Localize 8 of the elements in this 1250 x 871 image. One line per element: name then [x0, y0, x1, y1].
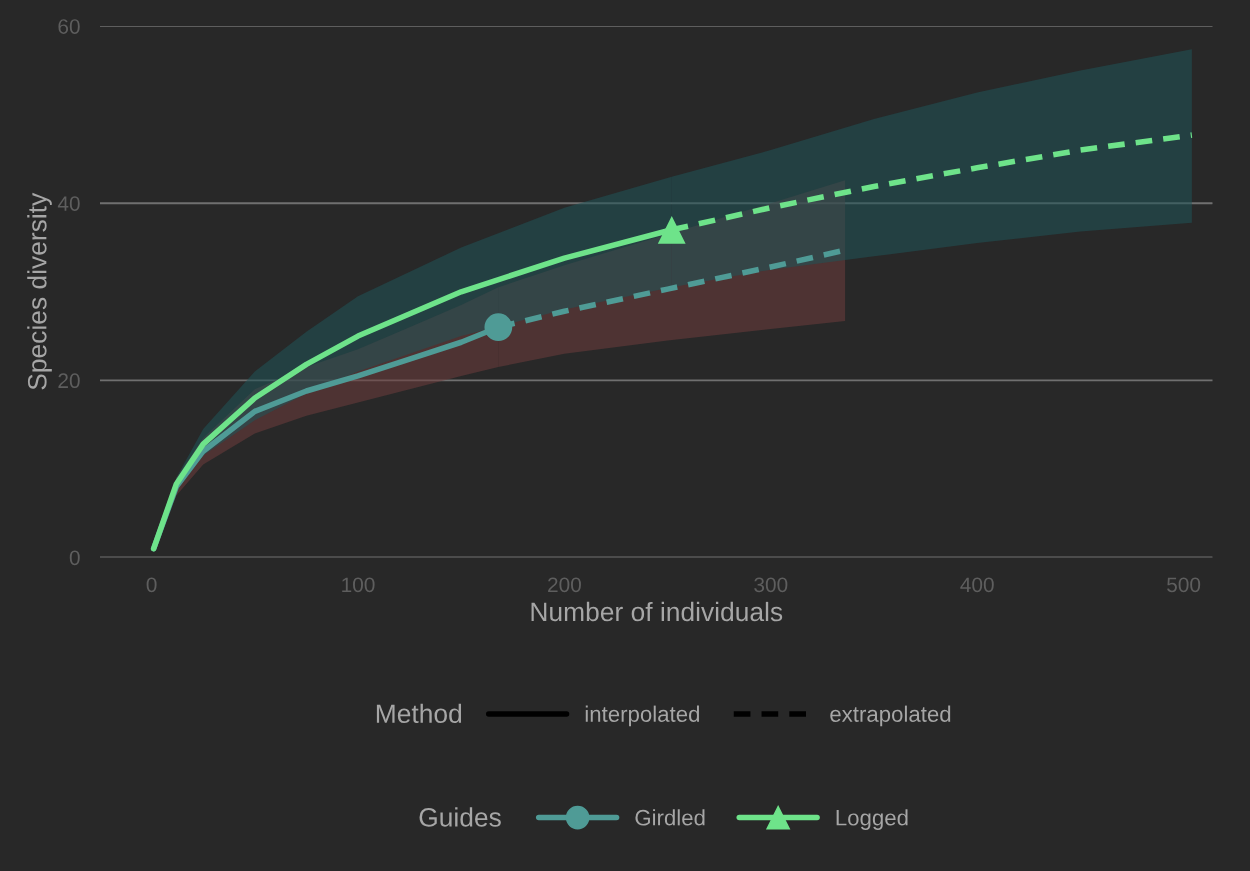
text: extrapolated	[830, 705, 951, 727]
text: interpolated	[585, 705, 700, 727]
text: Method	[376, 703, 462, 724]
legend-title: Guides	[419, 807, 501, 827]
legend-label: Logged	[836, 809, 908, 830]
legend-label: Girdled	[635, 809, 705, 826]
x-axis-title: Number of individuals	[531, 601, 783, 622]
y-axis-title: Species diversity	[27, 192, 52, 390]
